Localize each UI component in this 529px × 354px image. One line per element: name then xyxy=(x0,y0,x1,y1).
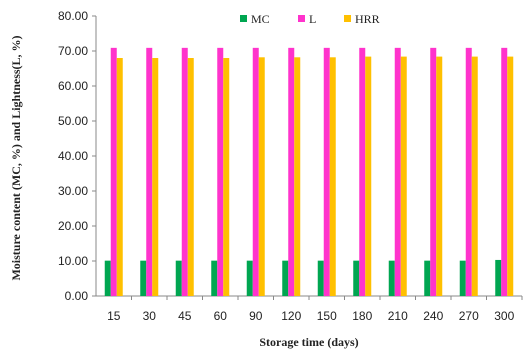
bar-hrr-90 xyxy=(258,57,265,296)
axes xyxy=(95,16,522,297)
bar-l-180 xyxy=(359,47,366,296)
x-tick-label: 90 xyxy=(249,309,263,323)
bar-hrr-270 xyxy=(471,56,478,296)
bar-l-45 xyxy=(181,47,188,296)
bar-l-210 xyxy=(394,47,401,296)
x-tick-label: 150 xyxy=(317,309,337,323)
bar-hrr-300 xyxy=(507,56,514,296)
bar-l-60 xyxy=(217,47,224,296)
bar-mc-150 xyxy=(317,260,324,296)
bar-l-120 xyxy=(288,47,295,296)
x-tick-label: 300 xyxy=(494,309,514,323)
x-tick-label: 60 xyxy=(214,309,228,323)
bar-l-15 xyxy=(110,47,117,296)
legend-label-l: L xyxy=(309,12,316,26)
y-tick-label: 0.00 xyxy=(65,289,89,303)
bar-mc-120 xyxy=(282,260,289,296)
bar-mc-240 xyxy=(424,260,431,296)
bar-l-150 xyxy=(323,47,330,296)
bars xyxy=(104,47,514,296)
y-tick-label: 40.00 xyxy=(58,149,88,163)
legend-swatch-hrr xyxy=(344,15,351,22)
x-tick-label: 45 xyxy=(178,309,192,323)
bar-mc-15 xyxy=(104,260,111,296)
bar-l-270 xyxy=(465,47,472,296)
bar-hrr-120 xyxy=(294,57,301,296)
bar-l-30 xyxy=(146,47,153,296)
bar-l-90 xyxy=(252,47,259,296)
x-axis-title: Storage time (days) xyxy=(259,335,358,349)
legend-swatch-mc xyxy=(240,15,247,22)
y-axis-title: Moisture content (MC, %) and Lightness(L… xyxy=(9,35,23,280)
bar-hrr-210 xyxy=(400,56,407,296)
ticks: 0.00 10.00 20.00 30.00 40.00 50.00 60.00 70.00 8… xyxy=(58,9,523,323)
y-tick-label: 50.00 xyxy=(58,114,88,128)
legend: MC L HRR xyxy=(240,12,380,26)
bar-mc-180 xyxy=(353,260,360,296)
x-tick-label: 270 xyxy=(459,309,479,323)
y-tick-label: 70.00 xyxy=(58,44,88,58)
bar-mc-90 xyxy=(246,260,253,296)
y-tick-label: 60.00 xyxy=(58,79,88,93)
bar-mc-270 xyxy=(459,260,466,296)
bar-mc-60 xyxy=(211,260,218,296)
bar-hrr-45 xyxy=(187,58,194,296)
bar-hrr-30 xyxy=(152,58,159,296)
bar-l-240 xyxy=(430,47,437,296)
bar-hrr-60 xyxy=(223,58,230,296)
x-tick-label: 120 xyxy=(281,309,301,323)
bar-hrr-150 xyxy=(329,57,336,296)
bar-mc-300 xyxy=(495,259,502,296)
bar-hrr-240 xyxy=(436,56,443,296)
legend-swatch-l xyxy=(298,15,305,22)
bar-hrr-15 xyxy=(116,58,123,296)
bar-mc-30 xyxy=(140,260,147,296)
legend-label-hrr: HRR xyxy=(355,12,380,26)
x-tick-label: 210 xyxy=(388,309,408,323)
bar-hrr-180 xyxy=(365,56,372,296)
x-tick-label: 180 xyxy=(352,309,372,323)
x-tick-label: 30 xyxy=(143,309,157,323)
y-tick-label: 30.00 xyxy=(58,184,88,198)
bar-mc-210 xyxy=(388,260,395,296)
y-tick-label: 10.00 xyxy=(58,254,88,268)
bar-l-300 xyxy=(501,47,508,296)
y-tick-label: 20.00 xyxy=(58,219,88,233)
x-tick-label: 240 xyxy=(423,309,443,323)
y-tick-label: 80.00 xyxy=(58,9,88,23)
legend-label-mc: MC xyxy=(251,12,270,26)
bar-mc-45 xyxy=(175,260,182,296)
x-tick-label: 15 xyxy=(107,309,121,323)
